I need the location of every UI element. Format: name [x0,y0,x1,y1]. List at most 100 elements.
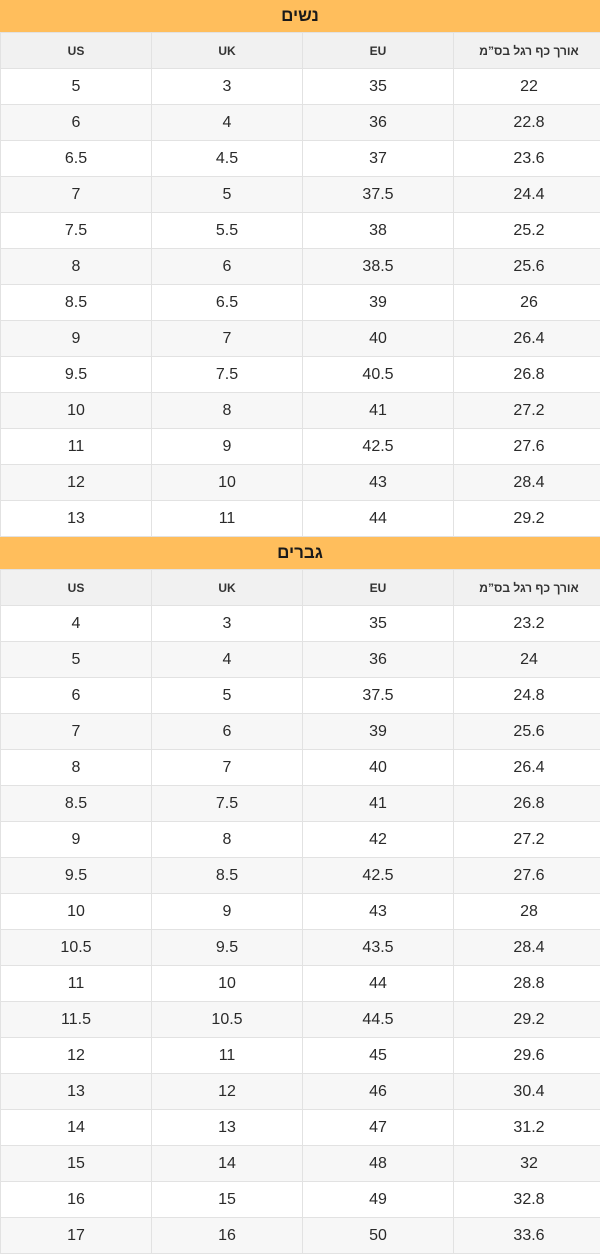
foot-length-cell: 31.2 [454,1110,600,1146]
foot-length-cell: 24.8 [454,678,600,714]
uk-size-cell: 10 [152,465,303,501]
eu-size-cell: 48 [303,1146,454,1182]
uk-size-cell: 8.5 [152,858,303,894]
eu-size-cell: 49 [303,1182,454,1218]
us-size-cell: 5 [1,642,152,678]
us-size-cell: 11.5 [1,1002,152,1038]
eu-size-cell: 38 [303,213,454,249]
uk-size-cell: 6 [152,714,303,750]
uk-size-cell: 11 [152,501,303,537]
foot-length-cell: 27.2 [454,393,600,429]
us-size-cell: 9.5 [1,357,152,393]
eu-size-cell: 46 [303,1074,454,1110]
foot-length-cell: 26.4 [454,321,600,357]
header-eu: EU [303,33,454,69]
uk-size-cell: 7 [152,750,303,786]
us-size-cell: 12 [1,465,152,501]
uk-size-cell: 14 [152,1146,303,1182]
us-size-cell: 10.5 [1,930,152,966]
foot-length-cell: 22 [454,69,600,105]
foot-length-cell: 27.2 [454,822,600,858]
eu-size-cell: 44 [303,501,454,537]
foot-length-cell: 28.4 [454,930,600,966]
eu-size-cell: 37.5 [303,177,454,213]
men-section-title: גברים [0,537,600,569]
uk-size-cell: 12 [152,1074,303,1110]
uk-size-cell: 8 [152,822,303,858]
header-foot-length-cm: אורך כף רגל בס”מ [454,33,600,69]
foot-length-cell: 29.2 [454,501,600,537]
header-foot-length-cm: אורך כף רגל בס”מ [454,570,600,606]
us-size-cell: 7 [1,714,152,750]
eu-size-cell: 50 [303,1218,454,1254]
eu-size-cell: 40 [303,321,454,357]
eu-size-cell: 45 [303,1038,454,1074]
header-uk: UK [152,33,303,69]
eu-size-cell: 40.5 [303,357,454,393]
women-section-title: נשים [0,0,600,32]
uk-size-cell: 4.5 [152,141,303,177]
uk-size-cell: 9 [152,429,303,465]
us-size-cell: 6 [1,105,152,141]
foot-length-cell: 24 [454,642,600,678]
foot-length-cell: 32 [454,1146,600,1182]
eu-size-cell: 37.5 [303,678,454,714]
foot-length-cell: 26.8 [454,786,600,822]
us-size-cell: 8 [1,249,152,285]
uk-size-cell: 5.5 [152,213,303,249]
foot-length-cell: 29.6 [454,1038,600,1074]
us-size-cell: 9.5 [1,858,152,894]
eu-size-cell: 44.5 [303,1002,454,1038]
us-size-cell: 10 [1,894,152,930]
foot-length-cell: 29.2 [454,1002,600,1038]
us-size-cell: 8.5 [1,786,152,822]
us-size-cell: 6.5 [1,141,152,177]
header-us: US [1,570,152,606]
eu-size-cell: 37 [303,141,454,177]
uk-size-cell: 5 [152,177,303,213]
us-size-cell: 17 [1,1218,152,1254]
eu-size-cell: 39 [303,714,454,750]
header-uk: UK [152,570,303,606]
foot-length-cell: 25.2 [454,213,600,249]
us-size-cell: 8 [1,750,152,786]
eu-size-cell: 42 [303,822,454,858]
foot-length-cell: 23.2 [454,606,600,642]
us-size-cell: 13 [1,1074,152,1110]
eu-size-cell: 42.5 [303,858,454,894]
us-size-cell: 13 [1,501,152,537]
foot-length-cell: 33.6 [454,1218,600,1254]
us-size-cell: 8.5 [1,285,152,321]
eu-size-cell: 40 [303,750,454,786]
us-size-cell: 11 [1,429,152,465]
eu-size-cell: 42.5 [303,429,454,465]
foot-length-cell: 32.8 [454,1182,600,1218]
us-size-cell: 15 [1,1146,152,1182]
uk-size-cell: 8 [152,393,303,429]
us-size-cell: 11 [1,966,152,1002]
uk-size-cell: 9.5 [152,930,303,966]
foot-length-cell: 25.6 [454,714,600,750]
